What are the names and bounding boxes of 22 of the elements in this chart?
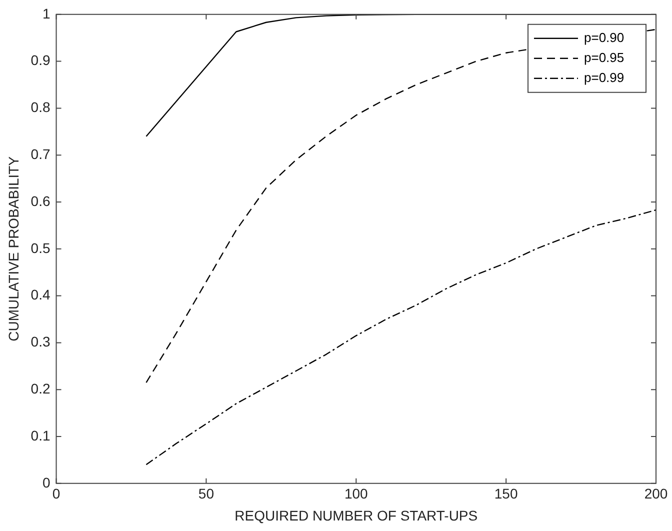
y-tick-label: 0.8 (30, 99, 50, 116)
x-tick-label: 50 (198, 486, 214, 502)
x-tick-label: 200 (644, 486, 668, 502)
y-tick-label: 0.6 (30, 192, 50, 209)
legend-label: p=0.95 (584, 50, 624, 65)
y-tick-label: 0.4 (30, 286, 50, 303)
y-tick-label: 1 (42, 5, 50, 22)
y-tick-label: 0.2 (30, 380, 50, 396)
y-tick-label: 0.7 (30, 146, 50, 162)
y-axis-title: CUMULATIVE PROBABILITY (5, 156, 22, 342)
y-tick-label: 0.9 (30, 52, 50, 68)
x-tick-label: 150 (494, 486, 518, 502)
x-axis-title: REQUIRED NUMBER OF START-UPS (234, 507, 478, 524)
y-tick-label: 0.5 (30, 240, 50, 256)
legend-label: p=0.90 (584, 30, 624, 45)
legend-label: p=0.99 (584, 70, 624, 85)
y-tick-label: 0 (42, 474, 50, 490)
y-tick-label: 0.1 (30, 427, 50, 444)
line-series (146, 209, 656, 466)
x-tick-label: 100 (344, 486, 368, 502)
y-tick-label: 0.3 (30, 334, 50, 350)
x-tick-label: 0 (52, 486, 60, 502)
